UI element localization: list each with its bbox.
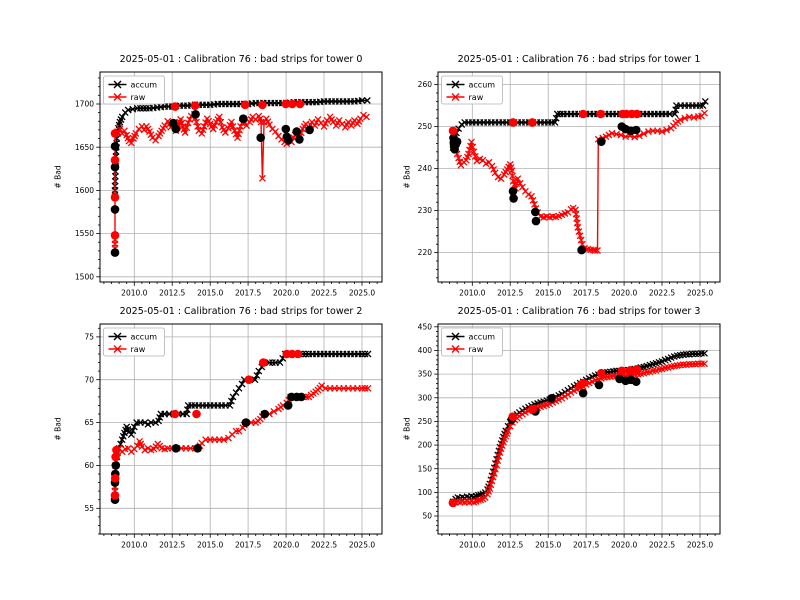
svg-text:2022.5: 2022.5: [311, 289, 337, 298]
y-axis-label-tower-1: # Bad: [402, 165, 412, 189]
legend: accum raw: [441, 75, 503, 105]
tick-labels: 2010.0 2012.5 2015.0 2017.5 2020.0 2022.5 2025…: [84, 333, 375, 550]
svg-text:raw: raw: [131, 93, 146, 102]
svg-text:2020.0: 2020.0: [611, 289, 637, 298]
svg-text:1500: 1500: [75, 272, 94, 281]
svg-text:1650: 1650: [75, 143, 94, 152]
svg-text:2010.0: 2010.0: [459, 541, 485, 550]
chart-tower-3: 2010.0 2012.5 2015.0 2017.5 2020.0 2022.5 2025…: [418, 322, 721, 550]
legend: accum raw: [103, 75, 165, 105]
svg-text:60: 60: [84, 461, 94, 470]
svg-text:150: 150: [418, 464, 433, 473]
svg-text:2017.5: 2017.5: [235, 289, 261, 298]
svg-text:50: 50: [422, 512, 432, 521]
chart-title-tower-1: 2025-05-01 : Calibration 76 : bad strips…: [457, 54, 701, 65]
svg-text:raw: raw: [469, 93, 484, 102]
svg-text:350: 350: [418, 370, 433, 379]
svg-text:250: 250: [418, 417, 433, 426]
svg-text:240: 240: [418, 164, 433, 173]
chart-tower-1: 2010.0 2012.5 2015.0 2017.5 2020.0 2022.5 2025…: [418, 71, 721, 298]
gridlines: [100, 72, 382, 282]
svg-text:1700: 1700: [75, 100, 94, 109]
cal-dots-black: [110, 110, 314, 257]
svg-text:2015.0: 2015.0: [535, 289, 561, 298]
plot-data: [448, 97, 709, 255]
svg-text:70: 70: [84, 375, 94, 384]
svg-text:2012.5: 2012.5: [497, 541, 523, 550]
svg-text:2010.0: 2010.0: [121, 289, 147, 298]
svg-text:65: 65: [84, 418, 94, 427]
cal-dots-black: [449, 122, 641, 255]
svg-text:2017.5: 2017.5: [573, 541, 599, 550]
svg-text:2010.0: 2010.0: [459, 289, 485, 298]
svg-text:2025.0: 2025.0: [687, 289, 713, 298]
svg-text:accum: accum: [469, 332, 496, 341]
svg-text:400: 400: [418, 346, 433, 355]
svg-text:250: 250: [418, 122, 433, 131]
svg-text:260: 260: [418, 80, 433, 89]
tick-labels: 2010.0 2012.5 2015.0 2017.5 2020.0 2022.5 2025…: [418, 322, 714, 549]
svg-text:accum: accum: [131, 80, 158, 89]
svg-text:220: 220: [418, 248, 433, 257]
svg-text:2017.5: 2017.5: [235, 541, 261, 550]
legend: accum raw: [441, 327, 503, 357]
cal-dots-red: [448, 365, 642, 508]
y-axis-label-tower-3: # Bad: [402, 417, 412, 441]
svg-text:2022.5: 2022.5: [311, 541, 337, 550]
y-axis-label-tower-0: # Bad: [53, 165, 63, 189]
cal-dots-red: [110, 349, 303, 500]
tick-labels: 2010.0 2012.5 2015.0 2017.5 2020.0 2022.5 2025…: [75, 100, 375, 298]
svg-text:accum: accum: [131, 332, 158, 341]
svg-text:2020.0: 2020.0: [611, 541, 637, 550]
svg-text:75: 75: [84, 333, 94, 342]
svg-text:raw: raw: [469, 345, 484, 354]
cal-dots-red: [110, 99, 305, 240]
axes-spines: [437, 323, 721, 535]
svg-text:2012.5: 2012.5: [159, 541, 185, 550]
plot-data: [110, 349, 372, 504]
chart-tower-2: 2010.0 2012.5 2015.0 2017.5 2020.0 2022.5 2025…: [84, 323, 383, 550]
axes-spines: [437, 71, 721, 283]
svg-text:2010.0: 2010.0: [121, 541, 147, 550]
chart-title-tower-3: 2025-05-01 : Calibration 76 : bad strips…: [457, 306, 701, 317]
axes-spines: [99, 323, 383, 535]
legend: accum raw: [103, 327, 165, 357]
svg-text:2012.5: 2012.5: [159, 289, 185, 298]
svg-text:2025.0: 2025.0: [349, 289, 375, 298]
svg-text:300: 300: [418, 393, 433, 402]
svg-text:2022.5: 2022.5: [649, 541, 675, 550]
svg-text:2015.0: 2015.0: [197, 541, 223, 550]
svg-text:raw: raw: [131, 345, 146, 354]
svg-text:1550: 1550: [75, 229, 94, 238]
axes-spines: [99, 71, 383, 283]
svg-text:2025.0: 2025.0: [349, 541, 375, 550]
svg-text:2020.0: 2020.0: [273, 289, 299, 298]
svg-text:accum: accum: [469, 80, 496, 89]
svg-text:55: 55: [84, 504, 94, 513]
svg-text:230: 230: [418, 206, 433, 215]
chart-title-tower-0: 2025-05-01 : Calibration 76 : bad strips…: [119, 54, 363, 65]
svg-text:2012.5: 2012.5: [497, 289, 523, 298]
cal-dots-red: [448, 109, 642, 136]
svg-text:100: 100: [418, 488, 433, 497]
y-axis-label-tower-2: # Bad: [53, 417, 63, 441]
svg-text:2017.5: 2017.5: [573, 289, 599, 298]
chart-tower-0: 2010.0 2012.5 2015.0 2017.5 2020.0 2022.5 2025…: [75, 71, 383, 298]
svg-text:2020.0: 2020.0: [273, 541, 299, 550]
svg-text:450: 450: [418, 322, 433, 331]
plot-data: [448, 349, 708, 508]
chart-title-tower-2: 2025-05-01 : Calibration 76 : bad strips…: [119, 306, 363, 317]
svg-text:200: 200: [418, 441, 433, 450]
gridlines: [438, 72, 720, 282]
svg-text:1600: 1600: [75, 186, 94, 195]
tick-labels: 2010.0 2012.5 2015.0 2017.5 2020.0 2022.5 2025…: [418, 80, 714, 297]
svg-text:2015.0: 2015.0: [535, 541, 561, 550]
svg-text:2025.0: 2025.0: [687, 541, 713, 550]
svg-text:2022.5: 2022.5: [649, 289, 675, 298]
svg-text:2015.0: 2015.0: [197, 289, 223, 298]
plot-data: [110, 97, 371, 257]
